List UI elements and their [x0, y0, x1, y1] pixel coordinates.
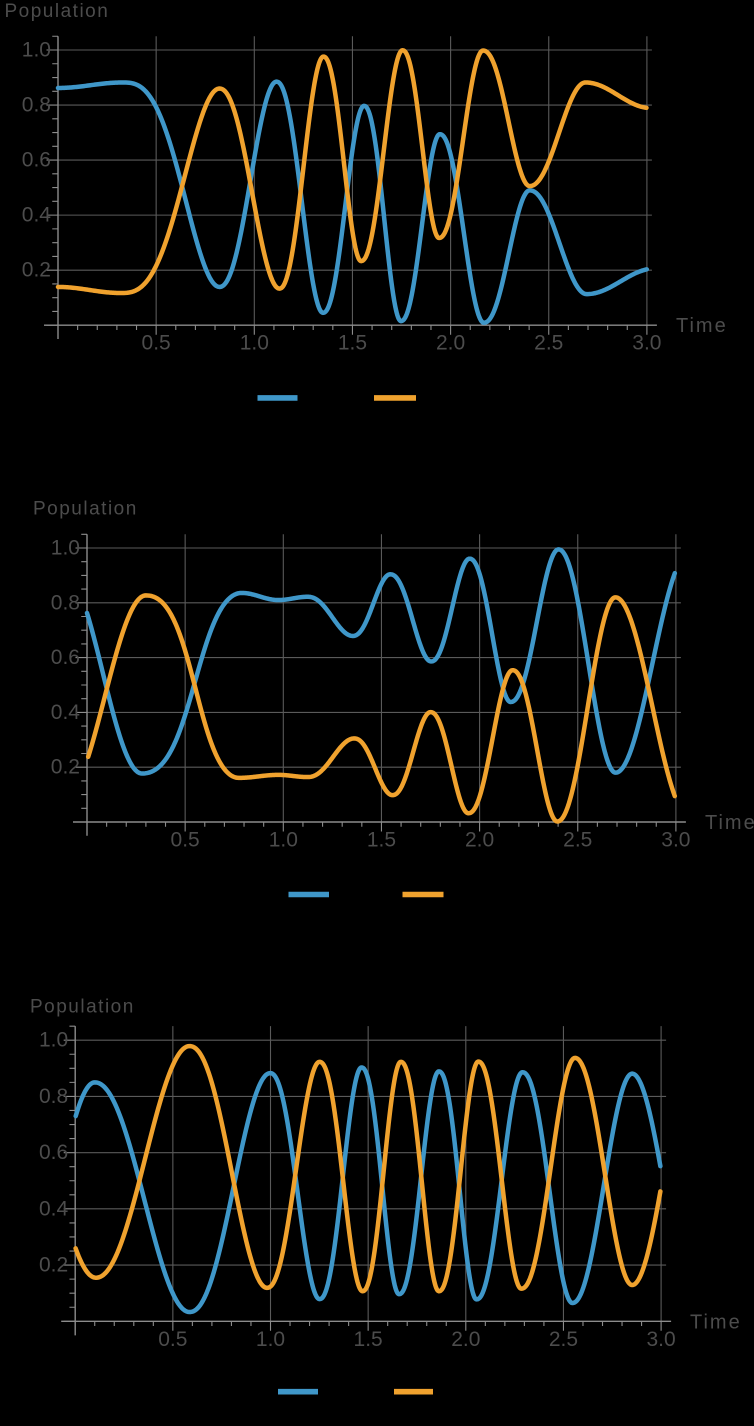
svg-text:0.2: 0.2 [22, 259, 51, 282]
svg-text:0.8: 0.8 [22, 94, 51, 117]
svg-text:0.4: 0.4 [22, 204, 52, 227]
svg-text:Time: Time [676, 315, 728, 337]
svg-text:0.4: 0.4 [51, 701, 81, 724]
svg-text:0.5: 0.5 [158, 1328, 187, 1351]
svg-text:1.0: 1.0 [51, 537, 80, 560]
svg-text:1.0: 1.0 [256, 1328, 285, 1351]
svg-text:Population: Population [33, 499, 138, 520]
svg-text:2.5: 2.5 [534, 332, 563, 355]
svg-text:3.0: 3.0 [632, 332, 661, 355]
svg-text:2.5: 2.5 [549, 1328, 578, 1351]
svg-text:0.6: 0.6 [22, 149, 51, 172]
svg-text:1.5: 1.5 [367, 829, 396, 852]
svg-text:1.0: 1.0 [269, 829, 298, 852]
svg-text:0.6: 0.6 [39, 1141, 68, 1164]
svg-text:1.0: 1.0 [39, 1029, 68, 1052]
svg-text:1.0: 1.0 [22, 39, 51, 62]
svg-text:1.5: 1.5 [354, 1328, 383, 1351]
svg-text:0.2: 0.2 [39, 1254, 68, 1277]
svg-text:2.5: 2.5 [563, 829, 592, 852]
svg-text:2.0: 2.0 [451, 1328, 480, 1351]
svg-text:0.6: 0.6 [51, 646, 80, 669]
svg-text:0.2: 0.2 [51, 756, 80, 779]
svg-text:3.0: 3.0 [661, 829, 690, 852]
svg-text:Population: Population [5, 1, 110, 22]
svg-text:0.8: 0.8 [39, 1085, 68, 1108]
svg-text:0.5: 0.5 [171, 829, 200, 852]
svg-text:0.8: 0.8 [51, 591, 80, 614]
svg-text:2.0: 2.0 [436, 332, 465, 355]
svg-text:Time: Time [705, 812, 754, 834]
svg-text:1.5: 1.5 [338, 332, 367, 355]
svg-text:Time: Time [690, 1311, 742, 1333]
svg-text:Population: Population [30, 997, 135, 1018]
svg-text:1.0: 1.0 [240, 332, 269, 355]
svg-text:0.4: 0.4 [39, 1197, 69, 1220]
svg-text:0.5: 0.5 [142, 332, 171, 355]
svg-text:2.0: 2.0 [465, 829, 494, 852]
svg-text:3.0: 3.0 [646, 1328, 675, 1351]
